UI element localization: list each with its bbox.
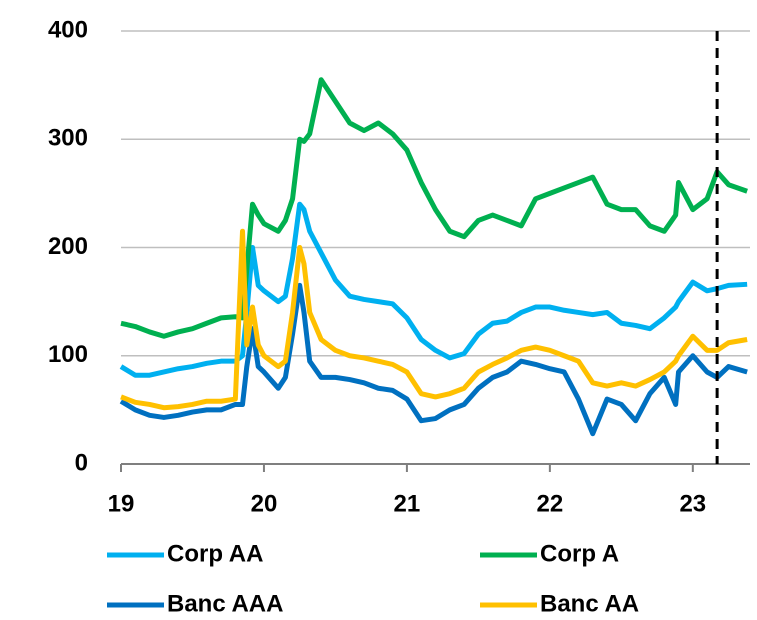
- series-line: [120, 228, 748, 411]
- y-tick-label: 300: [48, 125, 88, 152]
- x-tick-label: 19: [108, 490, 135, 517]
- legend-label: Corp AA: [167, 540, 263, 567]
- x-tick-label: 22: [537, 490, 564, 517]
- legend-label: Banc AAA: [167, 590, 283, 617]
- y-tick-label: 400: [48, 16, 88, 43]
- series-line: [119, 282, 748, 437]
- y-tick-label: 100: [48, 341, 88, 368]
- x-tick-label: 20: [251, 490, 278, 517]
- y-tick-label: 0: [75, 449, 88, 476]
- series-line: [119, 201, 748, 378]
- x-tick-label: 23: [679, 490, 706, 517]
- legend-label: Corp A: [540, 540, 619, 567]
- y-tick-label: 200: [48, 233, 88, 260]
- x-tick-label: 21: [394, 490, 421, 517]
- series-line: [120, 77, 748, 339]
- legend-label: Banc AA: [540, 590, 639, 617]
